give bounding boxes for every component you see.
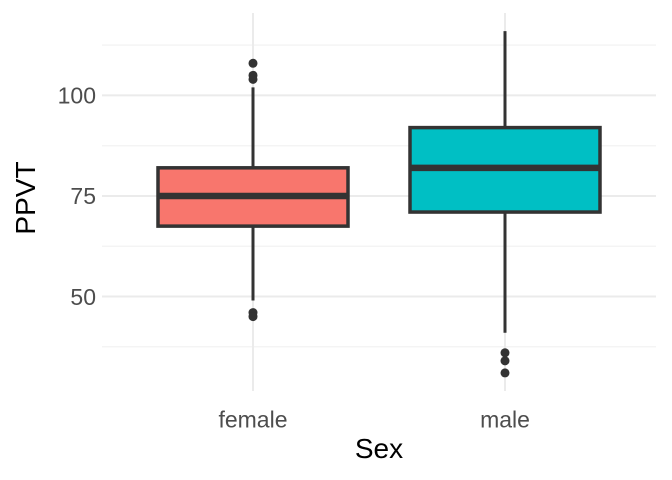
y-tick-label-100: 100 xyxy=(58,83,96,109)
y-tick-label-75: 75 xyxy=(70,183,96,209)
outlier-dot-female-104 xyxy=(248,74,258,84)
x-category-label-female: female xyxy=(218,406,287,432)
y-axis-title: PPVT xyxy=(10,161,41,235)
outlier-dot-female-108 xyxy=(248,58,258,68)
outlier-dot-male-31 xyxy=(500,368,510,378)
outlier-dot-male-36 xyxy=(500,348,510,358)
outlier-dot-male-34 xyxy=(500,356,510,366)
x-axis-title: Sex xyxy=(354,433,404,464)
outlier-dot-female-45 xyxy=(248,312,258,322)
x-category-label-male: male xyxy=(480,406,530,432)
y-tick-label-50: 50 xyxy=(70,284,96,310)
